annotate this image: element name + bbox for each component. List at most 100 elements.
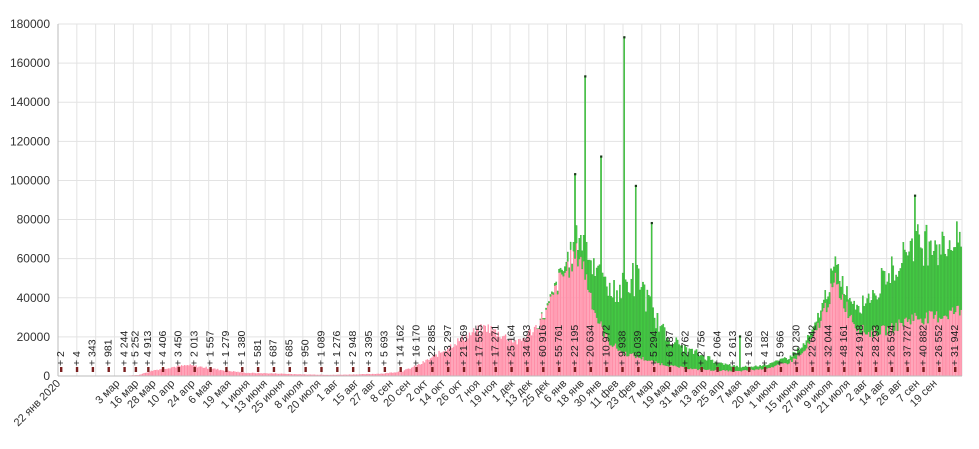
bar-base: [431, 357, 433, 376]
bar-extra: [853, 300, 855, 325]
bar-extra: [924, 231, 926, 319]
bar-base: [244, 373, 246, 376]
bar-extra: [566, 251, 569, 262]
bar-extra: [899, 268, 902, 323]
bar-extra: [943, 236, 945, 316]
bar-base: [674, 365, 676, 376]
annotation-marker: [843, 367, 846, 372]
bar-base: [308, 374, 310, 376]
y-tick-label: 60000: [17, 252, 51, 266]
bar-base: [921, 322, 923, 376]
bar-base: [539, 319, 541, 376]
bar-base: [684, 368, 686, 376]
bar-base: [504, 334, 507, 376]
spike-marker: [584, 75, 587, 78]
annotation-marker: [573, 367, 577, 372]
bar-extra: [893, 280, 896, 331]
bar-base: [152, 371, 154, 376]
bar-extra: [938, 244, 941, 318]
bar-extra: [846, 286, 848, 302]
bar-base: [904, 318, 906, 376]
bar-extra: [817, 312, 819, 323]
bar-base: [772, 367, 774, 376]
bar-base: [834, 272, 837, 376]
bar-base: [520, 340, 523, 376]
bar-extra: [572, 242, 575, 252]
bar-extra: [941, 231, 944, 319]
bar-base: [713, 370, 715, 376]
bar-base: [428, 359, 430, 376]
bar-base: [451, 347, 453, 376]
bar-extra: [901, 263, 903, 324]
bar-base: [444, 351, 446, 376]
annotation-label: + 31 942: [949, 325, 961, 366]
bar-extra: [770, 362, 773, 367]
bar-extra: [880, 268, 883, 327]
annotation-marker: [336, 367, 339, 372]
bar-base: [827, 307, 829, 376]
bar-base: [497, 331, 500, 376]
bar-base: [408, 368, 410, 376]
bar-base: [329, 374, 332, 376]
bar-base: [726, 369, 728, 376]
bar-base: [552, 294, 554, 376]
spike-marker: [574, 173, 577, 176]
annotation-marker: [431, 367, 434, 372]
bar-extra: [581, 250, 584, 270]
annotation-marker: [351, 367, 355, 372]
bar-base: [327, 374, 329, 376]
annotation-label: + 37 727: [901, 325, 913, 366]
bar-base: [778, 364, 780, 376]
y-tick-label: 80000: [17, 213, 51, 227]
bar-base: [355, 374, 358, 376]
bar-base: [260, 373, 262, 376]
bar-base: [296, 374, 298, 376]
bar-base: [204, 367, 206, 376]
bar-base: [698, 368, 701, 376]
bar-base: [243, 372, 245, 376]
bar-base: [351, 374, 353, 376]
bar-base: [867, 331, 870, 376]
bar-base: [478, 334, 481, 376]
bar-base: [402, 371, 404, 376]
bar-base: [374, 373, 377, 376]
bar-base: [844, 311, 847, 376]
bar-base: [406, 368, 408, 376]
bar-base: [756, 369, 758, 376]
bar-base: [447, 349, 449, 376]
bar-base: [285, 373, 287, 376]
bar-extra: [552, 292, 555, 295]
bar-base: [656, 363, 659, 376]
bar-base: [426, 359, 429, 376]
bar-extra: [956, 221, 958, 306]
annotation-label: + 1 089: [315, 331, 327, 366]
annotation-label: + 4: [71, 351, 83, 366]
bar-base: [230, 371, 232, 376]
bar-base: [564, 272, 566, 376]
bar-base: [470, 335, 472, 376]
bar-base: [885, 335, 887, 376]
annotation-marker: [161, 367, 165, 372]
bar-base: [277, 373, 280, 376]
bar-base: [543, 319, 546, 376]
bar-base: [198, 366, 200, 376]
bar-base: [460, 338, 462, 376]
y-tick-label: 0: [43, 369, 50, 383]
bar-base: [720, 370, 722, 376]
bar-extra: [734, 366, 737, 371]
bar-extra: [841, 276, 844, 295]
bar-base: [810, 338, 812, 376]
annotation-marker: [256, 367, 260, 372]
bar-base: [257, 372, 259, 376]
bar-extra: [930, 240, 932, 312]
bar-extra: [802, 343, 805, 352]
bar-base: [166, 368, 168, 376]
bar-extra: [890, 256, 893, 324]
bar-base: [894, 330, 896, 376]
annotation-label: + 21 369: [458, 325, 470, 366]
bar-extra: [847, 299, 850, 319]
annotation-label: + 581: [252, 339, 264, 366]
bar-base: [691, 369, 693, 376]
bar-base: [941, 318, 944, 376]
